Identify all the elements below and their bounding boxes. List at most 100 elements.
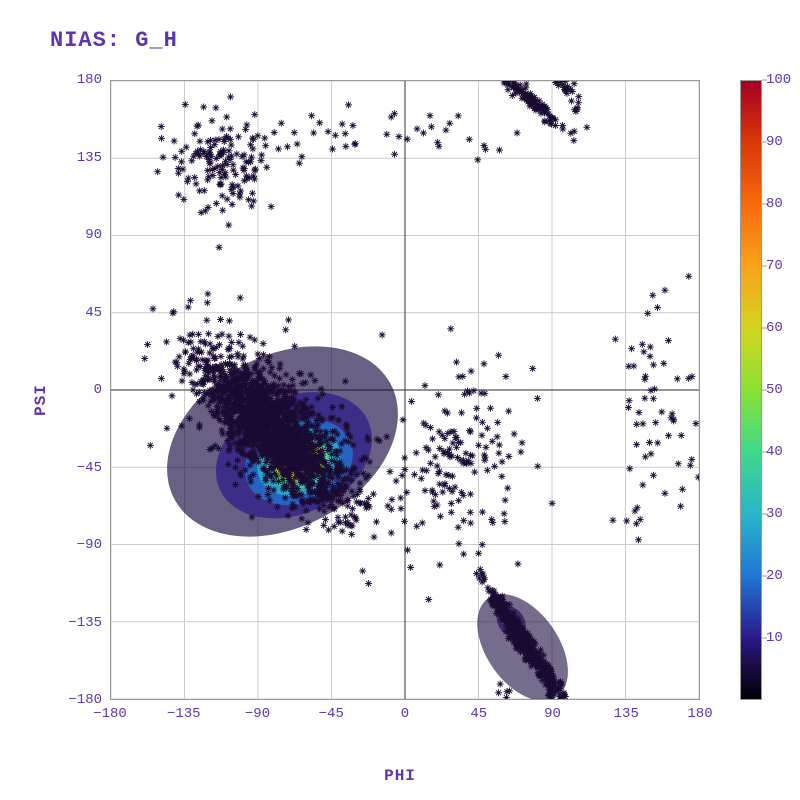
scatter-marker — [534, 663, 541, 670]
scatter-marker — [232, 481, 239, 488]
scatter-marker — [361, 454, 368, 461]
scatter-marker — [298, 153, 305, 160]
scatter-marker — [458, 409, 465, 416]
scatter-marker — [388, 496, 395, 503]
scatter-marker — [238, 386, 245, 393]
scatter-marker — [281, 391, 288, 398]
scatter-marker — [435, 143, 442, 150]
scatter-marker — [335, 497, 342, 504]
scatter-marker — [338, 403, 345, 410]
scatter-marker — [365, 580, 372, 587]
scatter-marker — [204, 299, 211, 306]
scatter-marker — [471, 469, 478, 476]
scatter-marker — [285, 465, 292, 472]
scatter-marker — [253, 424, 260, 431]
scatter-marker — [221, 419, 228, 426]
scatter-marker — [178, 148, 185, 155]
scatter-marker — [312, 451, 319, 458]
scatter-marker — [235, 133, 242, 140]
scatter-marker — [349, 122, 356, 129]
scatter-marker — [271, 129, 278, 136]
scatter-marker — [188, 355, 195, 362]
scatter-marker — [244, 366, 251, 373]
scatter-marker — [636, 409, 643, 416]
scatter-marker — [265, 491, 272, 498]
scatter-marker — [571, 81, 578, 87]
scatter-marker — [425, 447, 432, 454]
scatter-marker — [222, 169, 229, 176]
scatter-marker — [429, 487, 436, 494]
scatter-marker — [306, 411, 313, 418]
scatter-marker — [344, 503, 351, 510]
scatter-marker — [284, 143, 291, 150]
scatter-marker — [549, 500, 556, 507]
scatter-marker — [290, 446, 297, 453]
scatter-marker — [316, 415, 323, 422]
scatter-marker — [215, 445, 222, 452]
scatter-marker — [283, 455, 290, 462]
scatter-marker — [219, 207, 226, 214]
scatter-marker — [238, 449, 245, 456]
scatter-marker — [351, 464, 358, 471]
scatter-marker — [502, 373, 509, 380]
scatter-marker — [228, 371, 235, 378]
scatter-marker — [308, 464, 315, 471]
scatter-marker — [474, 156, 481, 163]
scatter-marker — [502, 497, 509, 504]
scatter-marker — [322, 516, 329, 523]
scatter-marker — [398, 505, 405, 512]
scatter-marker — [218, 427, 225, 434]
scatter-marker — [302, 379, 309, 386]
scatter-marker — [564, 83, 571, 90]
scatter-marker — [528, 651, 535, 658]
scatter-marker — [171, 137, 178, 144]
scatter-marker — [521, 656, 528, 663]
scatter-marker — [429, 435, 436, 442]
scatter-marker — [640, 348, 647, 355]
scatter-marker — [482, 146, 489, 153]
scatter-marker — [511, 430, 518, 437]
scatter-marker — [217, 316, 224, 323]
scatter-marker — [651, 386, 658, 393]
scatter-marker — [536, 659, 543, 666]
scatter-marker — [318, 455, 325, 462]
scatter-marker — [440, 450, 447, 457]
scatter-marker — [205, 330, 212, 337]
scatter-marker — [647, 343, 654, 350]
scatter-marker — [449, 488, 456, 495]
x-tick-label: 0 — [401, 706, 409, 722]
scatter-marker — [200, 104, 207, 111]
scatter-marker — [296, 399, 303, 406]
y-tick-label: −135 — [42, 615, 102, 631]
scatter-marker — [245, 159, 252, 166]
scatter-marker — [625, 363, 632, 370]
scatter-marker — [184, 178, 191, 185]
scatter-marker — [218, 331, 225, 338]
scatter-marker — [230, 403, 237, 410]
colorbar-tick-label: 60 — [766, 320, 783, 336]
scatter-marker — [469, 452, 476, 459]
scatter-marker — [193, 180, 200, 187]
scatter-marker — [185, 339, 192, 346]
scatter-marker — [485, 588, 492, 595]
scatter-marker — [287, 400, 294, 407]
scatter-marker — [436, 481, 443, 488]
scatter-marker — [445, 472, 452, 479]
scatter-marker — [435, 391, 442, 398]
scatter-marker — [467, 509, 474, 516]
scatter-marker — [373, 518, 380, 525]
scatter-marker — [484, 425, 491, 432]
scatter-marker — [236, 194, 243, 201]
scatter-marker — [309, 435, 316, 442]
scatter-marker — [205, 402, 212, 409]
scatter-marker — [158, 123, 165, 130]
scatter-marker — [265, 444, 272, 451]
scatter-marker — [446, 120, 453, 127]
scatter-marker — [158, 135, 165, 142]
scatter-marker — [399, 416, 406, 423]
scatter-marker — [318, 439, 325, 446]
scatter-marker — [330, 505, 337, 512]
scatter-marker — [461, 391, 468, 398]
scatter-marker — [293, 419, 300, 426]
scatter-marker — [182, 349, 189, 356]
